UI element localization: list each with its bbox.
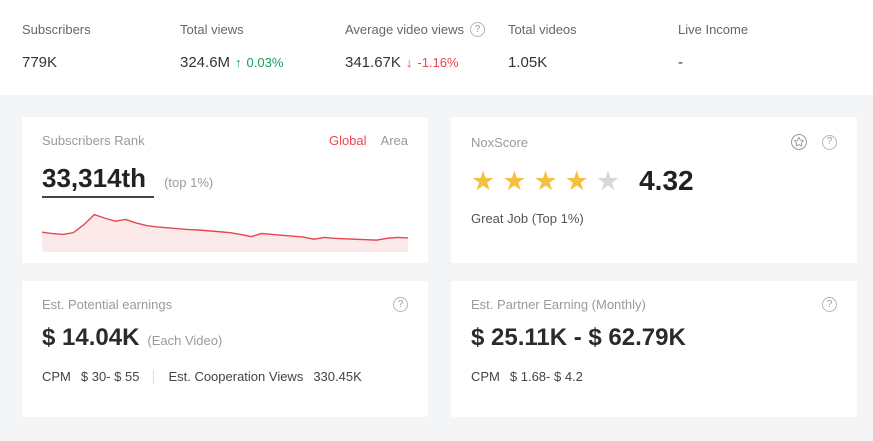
- sparkline-svg: [42, 208, 408, 252]
- stat-delta: 0.03%: [246, 55, 284, 70]
- stat-subscribers: Subscribers 779K: [22, 22, 180, 71]
- stats-bar: Subscribers 779K Total views 324.6M ↑ 0.…: [0, 0, 873, 95]
- stat-label: Average video views: [345, 22, 464, 37]
- stat-live-income: Live Income -: [678, 22, 748, 71]
- stat-label: Total views: [180, 22, 244, 37]
- partner-earning-value: $ 25.11K - $ 62.79K: [471, 324, 686, 351]
- cooperation-views-label: Est. Cooperation Views: [168, 369, 304, 384]
- card-title: Est. Potential earnings: [42, 297, 173, 312]
- help-icon[interactable]: ?: [822, 134, 837, 150]
- star-icon: ★: [502, 165, 527, 196]
- cpm-label: CPM: [42, 369, 71, 384]
- nox-score-value: 4.32: [639, 165, 694, 196]
- cpm-value: $ 30- $ 55: [80, 369, 140, 384]
- cooperation-views-value: 330.45K: [313, 369, 362, 384]
- nox-stars: ★ ★ ★ ★ ★: [471, 165, 627, 196]
- stat-average-video-views: Average video views ? 341.67K ↓ -1.16%: [345, 22, 508, 71]
- subscribers-rank-card: Subscribers Rank Global Area 33,314th (t…: [22, 117, 428, 263]
- stat-total-videos: Total videos 1.05K: [508, 22, 678, 71]
- tab-global[interactable]: Global: [328, 133, 367, 148]
- cpm-value: $ 1.68- $ 4.2: [509, 369, 583, 384]
- help-icon[interactable]: ?: [822, 297, 837, 312]
- subscribers-rank-value: 33,314th: [42, 163, 155, 198]
- subscribers-rank-chart: [42, 208, 408, 252]
- stat-value: 341.67K: [345, 54, 401, 71]
- star-icon: ★: [564, 165, 589, 196]
- up-arrow-icon: ↑: [235, 55, 242, 70]
- stat-label: Subscribers: [22, 22, 91, 37]
- subscribers-rank-note: (top 1%): [164, 175, 214, 190]
- noxscore-card: NoxScore ? ★ ★ ★ ★ ★ 4.32 Great Job (Top 1%): [451, 117, 857, 263]
- cards-section: Subscribers Rank Global Area 33,314th (t…: [0, 95, 873, 441]
- help-icon[interactable]: ?: [470, 22, 485, 37]
- star-icon: ★: [595, 165, 621, 196]
- stat-label: Total videos: [508, 22, 577, 37]
- stat-value: 779K: [22, 54, 58, 71]
- help-icon[interactable]: ?: [393, 297, 408, 312]
- divider: [153, 369, 155, 384]
- potential-earnings-value: $ 14.04K: [42, 324, 140, 351]
- stat-label: Live Income: [678, 22, 749, 37]
- tab-area[interactable]: Area: [380, 133, 408, 148]
- star-icon: ★: [471, 165, 496, 196]
- score-badge-icon[interactable]: [790, 133, 808, 151]
- card-title: Subscribers Rank: [42, 133, 145, 148]
- nox-score-note: Great Job (Top 1%): [471, 211, 584, 226]
- star-icon: ★: [533, 165, 558, 196]
- stat-value: 324.6M: [180, 54, 231, 71]
- card-title: NoxScore: [471, 134, 529, 150]
- potential-earnings-card: Est. Potential earnings ? $ 14.04K (Each…: [22, 281, 428, 417]
- stat-delta: -1.16%: [417, 55, 459, 70]
- stat-value: 1.05K: [508, 54, 548, 71]
- down-arrow-icon: ↓: [405, 55, 413, 70]
- stat-value: -: [678, 54, 683, 71]
- stat-total-views: Total views 324.6M ↑ 0.03%: [180, 22, 345, 71]
- potential-earnings-note: (Each Video): [147, 333, 223, 348]
- partner-earning-card: Est. Partner Earning (Monthly) ? $ 25.11…: [451, 281, 857, 417]
- card-title: Est. Partner Earning (Monthly): [471, 297, 646, 312]
- cpm-label: CPM: [471, 369, 500, 384]
